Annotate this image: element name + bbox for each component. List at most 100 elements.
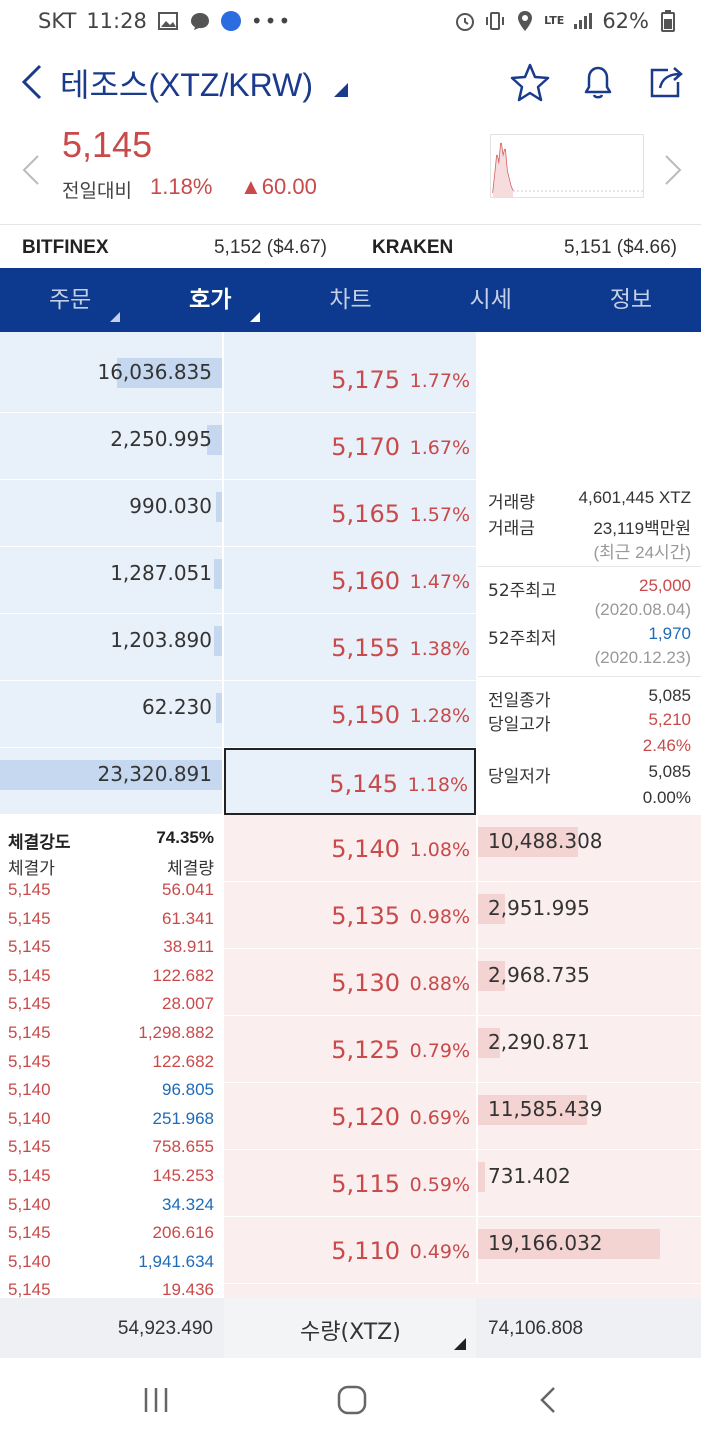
back-arrow-icon[interactable]	[18, 64, 48, 100]
bid-qty: 2,951.995	[488, 896, 590, 920]
recent-apps-icon[interactable]	[136, 1382, 176, 1418]
ask-qty: 1,203.890	[110, 628, 212, 652]
bell-alert-icon[interactable]	[578, 62, 618, 102]
divider	[478, 676, 701, 677]
bid-price-cell[interactable]: 5,125 0.79%	[224, 1016, 476, 1083]
trade-row: 5,145 19.436	[8, 1280, 214, 1298]
bid-depth-bar	[478, 827, 579, 857]
bid-price-cell[interactable]: 5,140 1.08%	[224, 815, 476, 882]
prev-close-value: 5,085	[648, 686, 691, 705]
ask-price-cell[interactable]: 5,155 1.38%	[224, 614, 476, 681]
back-nav-icon[interactable]	[530, 1382, 570, 1418]
trade-row: 5,145 56.041	[8, 880, 214, 908]
trade-qty: 145.253	[152, 1166, 214, 1185]
trade-qty: 122.682	[152, 1051, 214, 1071]
bid-qty-cell[interactable]: 10,488.308	[478, 815, 701, 882]
chat-bubble-icon	[189, 10, 211, 32]
trade-row: 5,145 758.655	[8, 1137, 214, 1165]
mini-price-chart[interactable]	[490, 134, 644, 198]
prev-coin-arrow-icon[interactable]	[20, 154, 44, 186]
trade-row: 5,145 38.911	[8, 937, 214, 965]
share-icon[interactable]	[646, 62, 686, 102]
bid-depth-bar	[478, 1229, 660, 1259]
trade-qty: 34.324	[162, 1194, 214, 1214]
ask-qty-cell[interactable]: 1,287.051	[0, 547, 222, 614]
bid-price-cell[interactable]: 5,115 0.59%	[224, 1150, 476, 1217]
strength-label: 체결강도	[8, 833, 71, 852]
more-notifications-icon: •••	[250, 9, 293, 33]
ask-total: 54,923.490	[117, 1318, 213, 1339]
ask-price-cell[interactable]: 5,165 1.57%	[224, 480, 476, 547]
column-divider	[222, 332, 224, 1298]
tab-dropdown-icon	[110, 312, 121, 322]
page-title[interactable]: 테조스(XTZ/KRW)	[60, 67, 314, 103]
trade-price: 5,140	[8, 1251, 51, 1271]
carrier-label: SKT	[38, 9, 77, 33]
tab-order[interactable]: 주문	[0, 268, 140, 332]
ask-price-cell[interactable]: 5,170 1.67%	[224, 413, 476, 480]
ask-qty: 23,320.891	[97, 762, 212, 786]
ask-price-cell[interactable]: 5,160 1.47%	[224, 547, 476, 614]
bid-qty-cell[interactable]: 11,585.439	[478, 1083, 701, 1150]
ask-depth-bar	[117, 358, 222, 388]
trade-row: 5,140 251.968	[8, 1109, 214, 1137]
trade-qty: 61.341	[162, 908, 214, 928]
bid-price-cell[interactable]: 5,135 0.98%	[224, 882, 476, 949]
ask-price-cell[interactable]: 5,145 1.18%	[224, 748, 476, 815]
ask-qty-cell[interactable]: 990.030	[0, 480, 222, 547]
bid-price: 5,110	[331, 1237, 400, 1265]
ask-qty-cell[interactable]: 2,250.995	[0, 413, 222, 480]
bid-qty-cell[interactable]: 19,166.032	[478, 1217, 701, 1284]
unit-selector[interactable]: 수량(XTZ)	[224, 1298, 476, 1358]
ask-qty-cell[interactable]: 1,203.890	[0, 614, 222, 681]
ask-qty: 990.030	[129, 494, 212, 518]
bid-qty-cell[interactable]: 2,290.871	[478, 1016, 701, 1083]
tab-orderbook[interactable]: 호가	[140, 268, 280, 332]
trade-price: 5,145	[8, 1051, 51, 1071]
totals-bar: 54,923.490 수량(XTZ) 74,106.808	[0, 1298, 701, 1358]
ask-price-cell[interactable]: 5,175 1.77%	[224, 346, 476, 413]
ask-price-cell[interactable]: 5,150 1.28%	[224, 681, 476, 748]
bid-qty-cell[interactable]: 2,951.995	[478, 882, 701, 949]
next-coin-arrow-icon[interactable]	[660, 154, 684, 186]
bid-price-cell[interactable]: 5,130 0.88%	[224, 949, 476, 1016]
bid-qty-cell[interactable]: 731.402	[478, 1150, 701, 1217]
trade-price: 5,145	[8, 1023, 51, 1042]
ask-qty-cell[interactable]: 23,320.891	[0, 748, 222, 815]
trade-price: 5,145	[8, 965, 51, 985]
ask-qty-cell[interactable]: 16,036.835	[0, 346, 222, 413]
exchange-prices-row: BITFINEX 5,152 ($4.67) KRAKEN 5,151 ($4.…	[0, 224, 701, 268]
bid-depth-bar	[478, 894, 506, 924]
bid-qty: 10,488.308	[488, 829, 603, 853]
title-dropdown-icon[interactable]	[334, 82, 348, 101]
strength-value: 74.35%	[156, 828, 214, 847]
low52-value: 1,970	[648, 624, 691, 643]
tab-label: 주문	[48, 287, 92, 313]
bid-price-cell[interactable]: 5,120 0.69%	[224, 1083, 476, 1150]
trade-qty: 1,941.634	[138, 1251, 214, 1271]
ask-qty-cell[interactable]: 62.230	[0, 681, 222, 748]
tab-quotes[interactable]: 시세	[421, 268, 561, 332]
tab-chart[interactable]: 차트	[280, 268, 420, 332]
day-high-label: 당일고가	[488, 715, 551, 735]
tab-info[interactable]: 정보	[561, 268, 701, 332]
bid-price-cell[interactable]: 5,110 0.49%	[224, 1217, 476, 1284]
ask-qty: 62.230	[142, 695, 212, 719]
tab-label: 차트	[329, 287, 372, 313]
bid-percent: 1.08%	[409, 839, 470, 861]
trade-price: 5,145	[8, 908, 51, 928]
bid-qty-cell[interactable]: 2,968.735	[478, 949, 701, 1016]
home-icon[interactable]	[332, 1382, 372, 1418]
bid-depth-bar	[478, 1162, 486, 1192]
ask-qty: 2,250.995	[110, 427, 212, 451]
alarm-icon	[454, 10, 476, 32]
ask-percent: 1.47%	[409, 571, 470, 593]
star-favorite-icon[interactable]	[510, 62, 550, 102]
trade-qty: 758.655	[152, 1137, 214, 1157]
exchange-name: KRAKEN	[372, 237, 454, 258]
ask-percent: 1.28%	[409, 705, 470, 727]
trade-price: 5,140	[8, 1080, 51, 1100]
bid-depth-bar	[478, 1028, 500, 1058]
trade-row: 5,145 206.616	[8, 1223, 214, 1251]
trade-qty: 38.911	[163, 937, 214, 957]
